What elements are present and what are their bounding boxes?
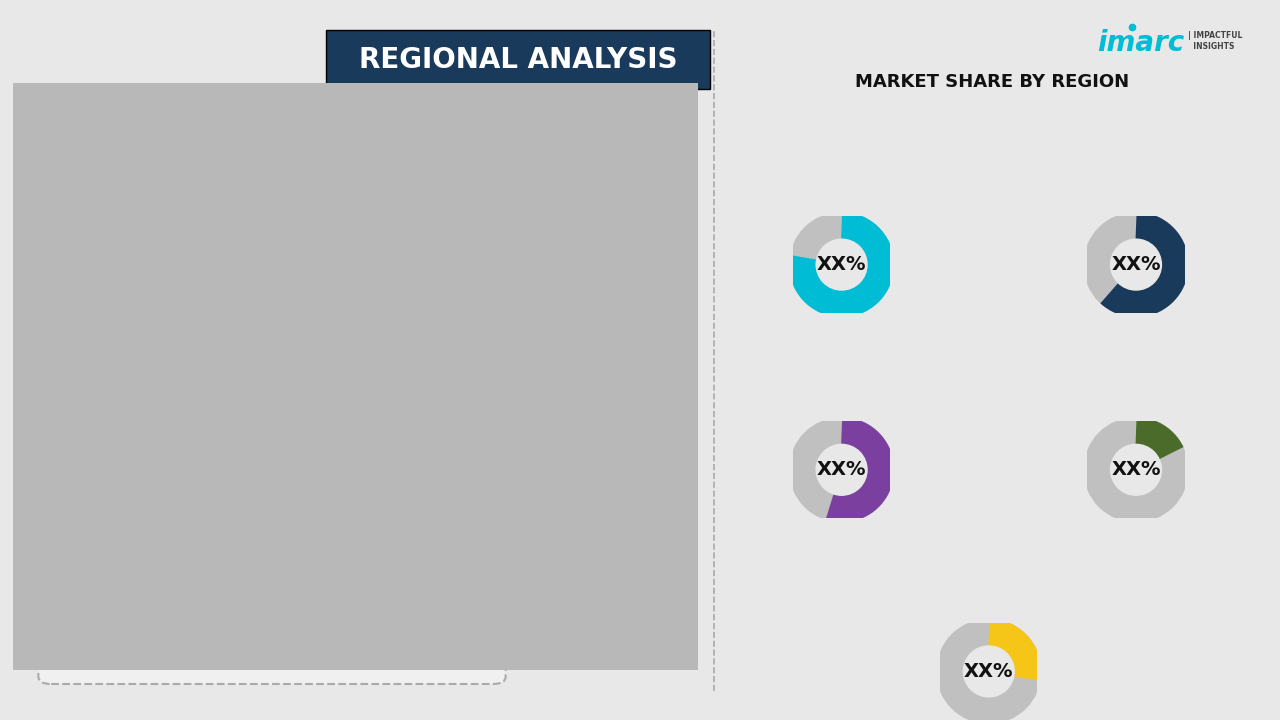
Text: REGIONAL ANALYSIS: REGIONAL ANALYSIS	[360, 46, 677, 73]
Text: XX%: XX%	[964, 662, 1014, 681]
Text: ASIA PACIFIC: ASIA PACIFIC	[541, 226, 627, 239]
Text: MIDDLE EAST &
AFRICA: MIDDLE EAST & AFRICA	[356, 338, 460, 366]
Text: XX: XX	[457, 581, 476, 594]
Text: | IMPACTFUL
  INSIGHTS: | IMPACTFUL INSIGHTS	[1188, 31, 1242, 51]
Text: imarc: imarc	[1097, 30, 1184, 57]
Circle shape	[964, 646, 1014, 697]
Text: LARGEST REGION: LARGEST REGION	[68, 581, 189, 594]
Circle shape	[817, 444, 867, 495]
Circle shape	[1111, 239, 1161, 290]
Text: XX%: XX%	[817, 255, 867, 274]
FancyBboxPatch shape	[38, 549, 506, 684]
FancyBboxPatch shape	[326, 30, 710, 89]
Text: EUROPE: EUROPE	[342, 160, 396, 173]
Text: LATIN AMERICA: LATIN AMERICA	[150, 374, 252, 387]
Circle shape	[817, 239, 867, 290]
Text: FASTEST GROWING REGION: FASTEST GROWING REGION	[68, 621, 260, 634]
Text: NORTH AMERICA: NORTH AMERICA	[84, 168, 196, 181]
Text: MARKET SHARE BY REGION: MARKET SHARE BY REGION	[855, 73, 1129, 91]
Text: XX%: XX%	[1111, 255, 1161, 274]
Circle shape	[1111, 444, 1161, 495]
Text: XX: XX	[457, 621, 476, 634]
Text: XX%: XX%	[817, 460, 867, 480]
Text: XX%: XX%	[1111, 460, 1161, 480]
